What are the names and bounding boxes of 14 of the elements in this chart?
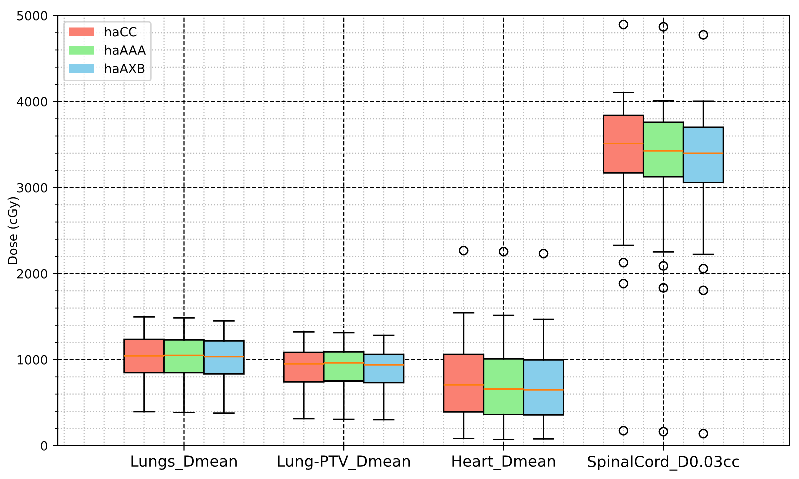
y-tick-label: 1000 (18, 355, 48, 365)
x-tick-label: Lungs_Dmean (132, 456, 237, 470)
y-tick-label: 4000 (17, 97, 48, 107)
x-tick-label: SpinalCord_D0.03cc (588, 456, 740, 471)
x-tick-label: Lung-PTV_Dmean (278, 456, 410, 470)
y-axis-title: Dose (cGy) (8, 197, 20, 264)
y-tick-label: 3000 (17, 183, 48, 193)
y-tick-label: 2000 (17, 269, 48, 279)
legend-label: haAXB (105, 64, 145, 74)
y-tick-label: 5000 (17, 11, 48, 21)
x-tick-label: Heart_Dmean (452, 456, 556, 470)
legend-label: haCC (105, 27, 137, 37)
y-tick-label: 0 (41, 441, 48, 451)
legend-label: haAAA (105, 45, 146, 56)
